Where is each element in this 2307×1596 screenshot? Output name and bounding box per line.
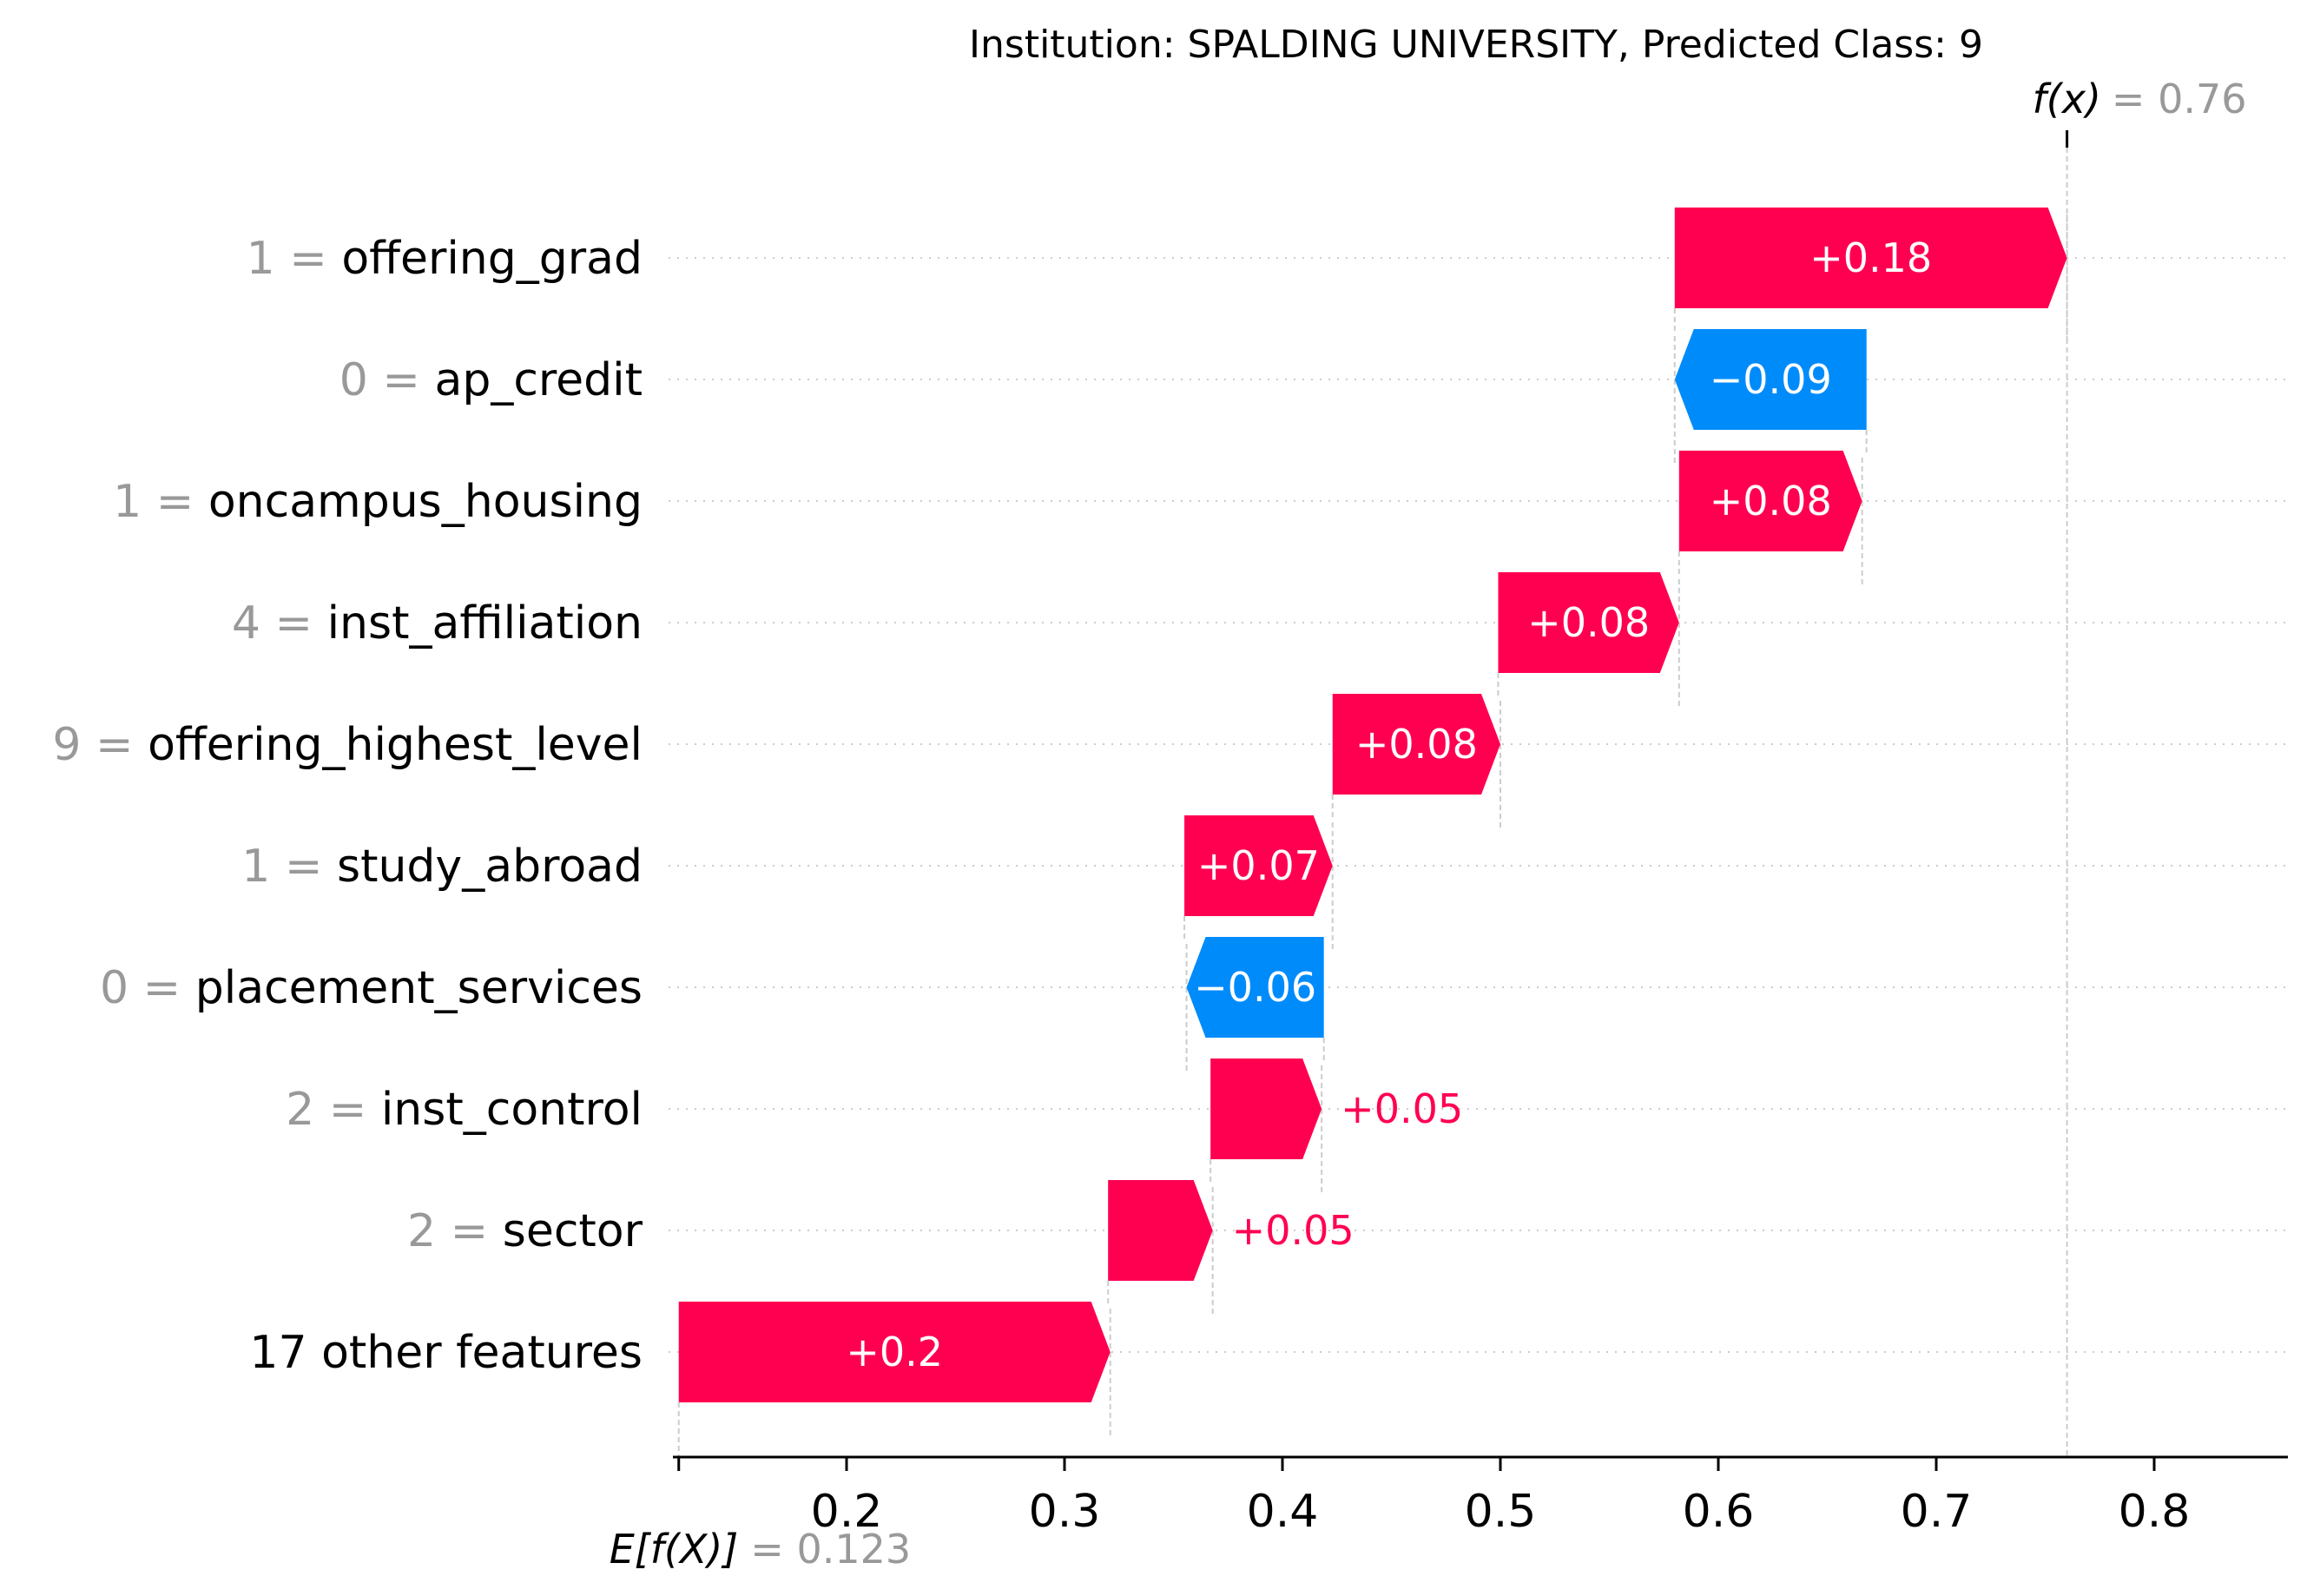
feature-label: 0 = ap_credit xyxy=(339,354,643,406)
contribution-label: −0.06 xyxy=(1194,964,1316,1011)
x-axis: 0.2 0.3 0.4 0.5 0.6 0.7 0.8 xyxy=(673,1455,2288,1538)
contribution-label: +0.18 xyxy=(1809,234,1932,281)
contribution-label: +0.2 xyxy=(846,1329,943,1375)
positive-contribution-bar xyxy=(1210,1059,1322,1159)
x-tick-label: 0.6 xyxy=(1683,1486,1755,1538)
positive-contribution-bar xyxy=(1184,815,1333,916)
row-gridlines xyxy=(669,257,2288,1353)
chart-title: Institution: SPALDING UNIVERSITY, Predic… xyxy=(969,23,1983,67)
positive-contribution-bar xyxy=(678,1302,1111,1402)
feature-label: 2 = inst_control xyxy=(286,1084,643,1136)
feature-labels: 1 = offering_grad 0 = ap_credit 1 = oncamp… xyxy=(52,233,643,1379)
base-value-label: E[f(X)] = 0.123 xyxy=(610,1526,911,1573)
feature-label: 17 other features xyxy=(249,1327,643,1379)
output-value-label: f(x) = 0.76 xyxy=(2033,76,2247,122)
feature-label: 1 = oncampus_housing xyxy=(113,476,643,528)
contribution-label: +0.07 xyxy=(1197,842,1320,889)
negative-contribution-bar xyxy=(1674,329,1867,430)
x-tick-label: 0.4 xyxy=(1247,1486,1319,1538)
feature-label: 2 = sector xyxy=(407,1205,643,1257)
contribution-label: −0.09 xyxy=(1710,356,1832,403)
x-tick-label: 0.5 xyxy=(1465,1486,1537,1538)
contribution-label: +0.08 xyxy=(1527,599,1650,646)
positive-contribution-bar xyxy=(1108,1180,1213,1281)
feature-label: 1 = study_abroad xyxy=(241,841,643,893)
feature-label: 4 = inst_affiliation xyxy=(232,597,643,650)
positive-contribution-bar xyxy=(1332,694,1500,795)
contribution-label: +0.08 xyxy=(1710,478,1832,524)
output-value-marker: f(x) = 0.76 xyxy=(2033,76,2247,1457)
feature-label: 9 = offering_highest_level xyxy=(52,719,643,771)
negative-contribution-bar xyxy=(1186,937,1324,1038)
x-tick-label: 0.8 xyxy=(2119,1486,2191,1538)
x-tick-label: 0.7 xyxy=(1901,1486,1973,1538)
x-tick-label: 0.2 xyxy=(811,1486,883,1538)
x-tick-label: 0.3 xyxy=(1029,1486,1101,1538)
contribution-label: +0.05 xyxy=(1341,1085,1463,1132)
base-value-marker: E[f(X)] = 0.123 xyxy=(610,1457,911,1573)
positive-contribution-bar xyxy=(1678,451,1862,551)
contribution-bars: +0.18 −0.09 +0.08 +0.08 +0.08 +0.07 −0.06 +0.05… xyxy=(678,208,2067,1402)
contribution-label: +0.08 xyxy=(1355,721,1478,768)
feature-label: 0 = placement_services xyxy=(100,962,643,1014)
positive-contribution-bar xyxy=(1498,572,1679,673)
positive-contribution-bar xyxy=(1674,208,2067,308)
feature-label: 1 = offering_grad xyxy=(247,233,643,285)
contribution-label: +0.05 xyxy=(1232,1207,1355,1254)
